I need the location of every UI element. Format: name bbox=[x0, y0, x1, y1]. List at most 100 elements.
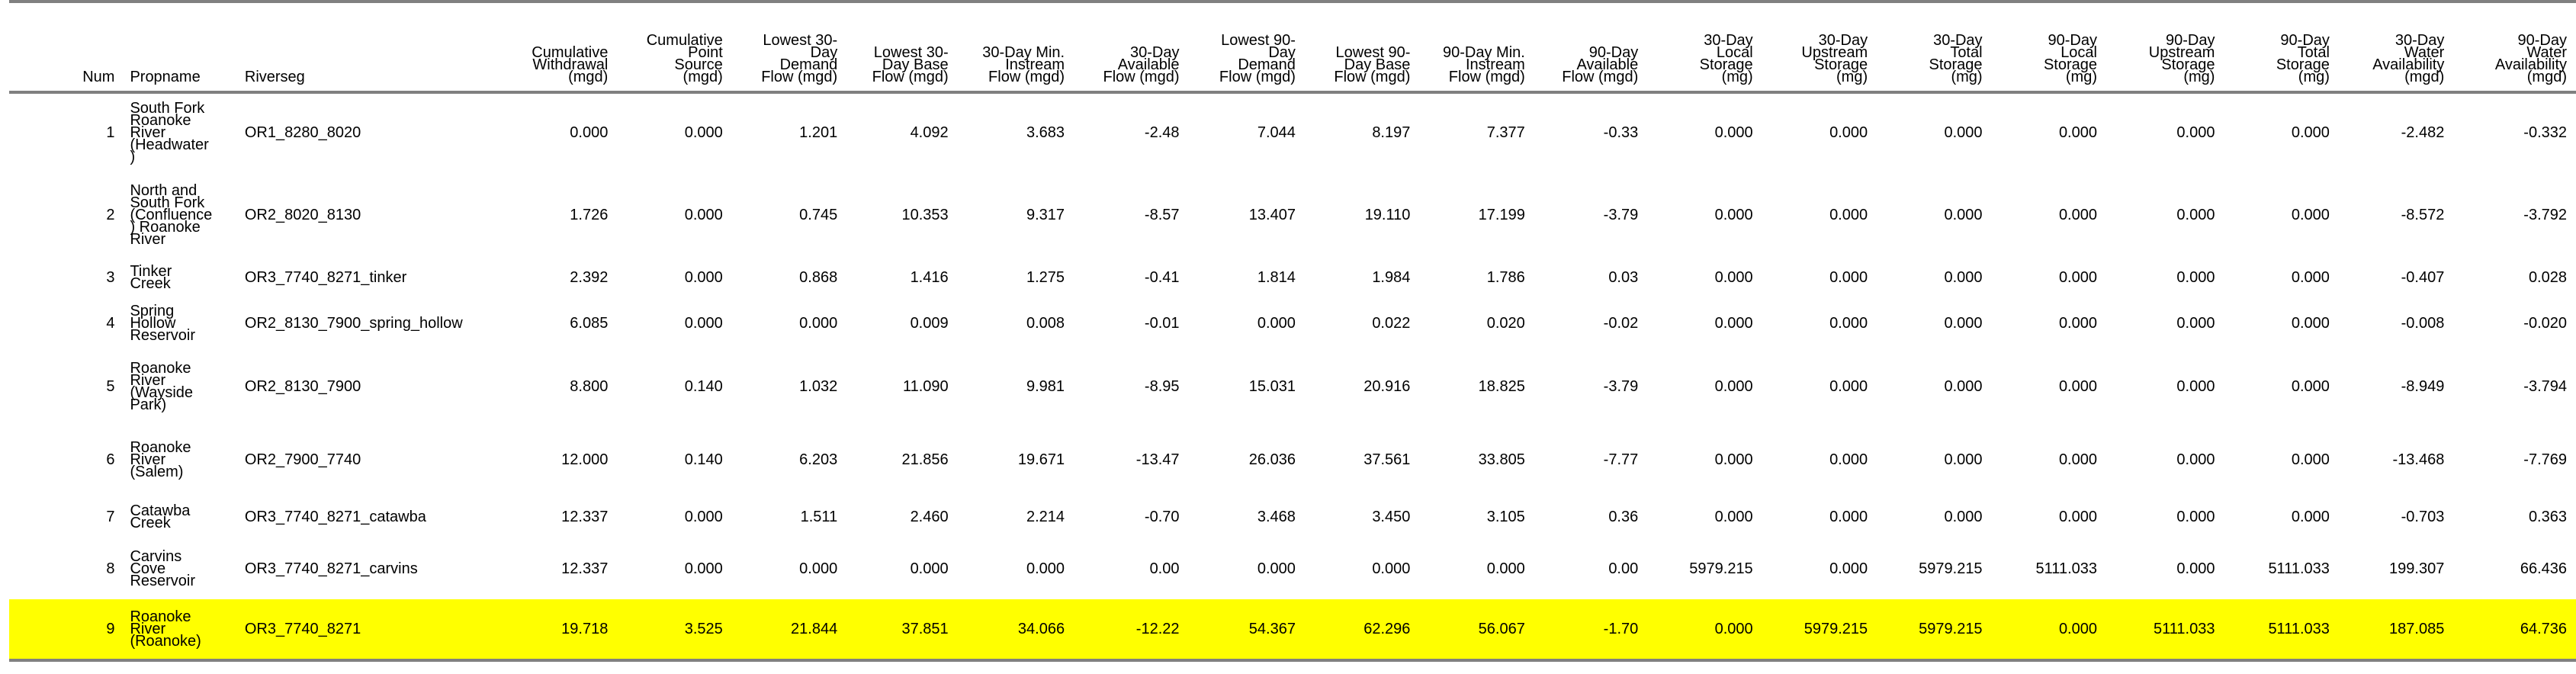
col-header-cumulative-withdrawal: Cumulative Withdrawal (mgd) bbox=[532, 44, 609, 85]
cell-num: 5 bbox=[9, 350, 124, 423]
cell-text: -0.703 bbox=[2401, 509, 2445, 525]
table-cell: 0.000 bbox=[1992, 423, 2106, 496]
cell-text: 10.353 bbox=[901, 207, 949, 223]
cell-text: North and South Fork (Confluence) Roanok… bbox=[130, 182, 213, 248]
cell-text: 0.000 bbox=[684, 269, 723, 286]
table-cell: 7.377 bbox=[1419, 92, 1534, 172]
cell-text: -0.41 bbox=[1144, 269, 1180, 286]
cell-text: 0.000 bbox=[2291, 378, 2330, 395]
cell-text: 2.392 bbox=[570, 269, 609, 286]
table-cell: 3.105 bbox=[1419, 496, 1534, 538]
table-cell: -0.02 bbox=[1534, 297, 1647, 350]
cell-text: 0.000 bbox=[684, 207, 723, 223]
table-cell: 0.000 bbox=[1762, 423, 1877, 496]
cell-text: 3.105 bbox=[1486, 509, 1525, 525]
cell-text: 5111.033 bbox=[2268, 560, 2330, 577]
cell-riverseg: OR2_8020_8130 bbox=[239, 172, 499, 258]
table-cell: 9.317 bbox=[958, 172, 1074, 258]
cell-text: 0.000 bbox=[2291, 124, 2330, 141]
cell-text: 5111.033 bbox=[2035, 560, 2097, 577]
cell-text: 2 bbox=[106, 207, 115, 223]
table-cell: 0.028 bbox=[2453, 258, 2576, 297]
cell-text: 0.000 bbox=[2176, 509, 2215, 525]
table-cell: 56.067 bbox=[1419, 599, 1534, 660]
table-cell: 0.745 bbox=[732, 172, 846, 258]
col-header-cumulative-point-source: Cumulative Point Source (mgd) bbox=[646, 32, 723, 85]
cell-text: 0.000 bbox=[2176, 269, 2215, 286]
cell-text: 0.000 bbox=[684, 509, 723, 525]
cell-text: 199.307 bbox=[2389, 560, 2445, 577]
cell-text: 0.000 bbox=[2176, 560, 2215, 577]
cell-text: 0.000 bbox=[1714, 509, 1753, 525]
cell-text: 0.000 bbox=[2176, 378, 2215, 395]
cell-text: -3.792 bbox=[2523, 207, 2567, 223]
table-cell: -13.468 bbox=[2339, 423, 2453, 496]
col-header-90day-available-flow: 90-Day Available Flow (mgd) bbox=[1562, 44, 1639, 85]
table-cell: 9.981 bbox=[958, 350, 1074, 423]
table-cell: 62.296 bbox=[1304, 599, 1420, 660]
table-cell: 19.718 bbox=[498, 599, 618, 660]
table-cell: 0.000 bbox=[1992, 258, 2106, 297]
col-header-lowest-30day-base-flow: Lowest 30-Day Base Flow (mgd) bbox=[872, 44, 949, 85]
table-cell: -0.70 bbox=[1074, 496, 1188, 538]
cell-text: South Fork Roanoke River (Headwater) bbox=[130, 100, 209, 165]
cell-propname: Carvins Cove Reservoir bbox=[124, 538, 238, 599]
table-cell: 19.110 bbox=[1305, 172, 1419, 258]
table-cell: 0.000 bbox=[2224, 496, 2338, 538]
cell-text: 0.000 bbox=[2176, 124, 2215, 141]
cell-text: 0.000 bbox=[1486, 560, 1525, 577]
table-cell: -2.48 bbox=[1074, 92, 1188, 172]
table-cell: 3.683 bbox=[958, 92, 1074, 172]
table-cell: 15.031 bbox=[1189, 350, 1305, 423]
table-cell: 0.000 bbox=[1762, 92, 1877, 172]
cell-text: 0.868 bbox=[799, 269, 838, 286]
table-cell: 0.000 bbox=[1992, 350, 2106, 423]
cell-text: 2.214 bbox=[1026, 509, 1065, 525]
table-cell: -1.70 bbox=[1534, 599, 1648, 660]
cell-text: 187.085 bbox=[2389, 621, 2445, 637]
table-cell: 0.000 bbox=[2106, 538, 2224, 599]
table-cell: 0.36 bbox=[1534, 496, 1647, 538]
cell-text: -0.01 bbox=[1144, 315, 1180, 332]
table-row: 8 Carvins Cove Reservoir OR3_7740_8271_car… bbox=[9, 538, 2576, 599]
table-cell: 0.020 bbox=[1419, 297, 1534, 350]
table-cell: 0.000 bbox=[617, 258, 731, 297]
cell-text: 0.000 bbox=[1944, 269, 1983, 286]
cell-num: 8 bbox=[9, 538, 124, 599]
table-cell: 0.000 bbox=[499, 92, 617, 172]
cell-text: 1.814 bbox=[1257, 269, 1296, 286]
table-cell: 0.000 bbox=[1762, 538, 1877, 599]
table-cell: -7.769 bbox=[2453, 423, 2576, 496]
table-cell: 0.000 bbox=[1762, 350, 1877, 423]
cell-text: Catawba Creek bbox=[130, 502, 191, 531]
cell-text: -13.47 bbox=[1135, 451, 1180, 468]
cell-text: -8.95 bbox=[1144, 378, 1180, 395]
cell-text: 0.000 bbox=[1257, 560, 1296, 577]
cell-text: 0.000 bbox=[2058, 269, 2097, 286]
table-cell: 0.000 bbox=[1762, 258, 1877, 297]
table-cell: 0.000 bbox=[1189, 297, 1305, 350]
cell-text: -7.769 bbox=[2523, 451, 2567, 468]
cell-propname: Tinker Creek bbox=[124, 258, 238, 297]
cell-text: 5111.033 bbox=[2268, 621, 2330, 637]
table-cell: 6.085 bbox=[499, 297, 617, 350]
table-cell: 0.000 bbox=[617, 538, 731, 599]
table-cell: -3.79 bbox=[1534, 172, 1647, 258]
table-cell: 1.726 bbox=[499, 172, 617, 258]
cell-text: 19.718 bbox=[561, 621, 609, 637]
table-cell: 0.000 bbox=[1877, 496, 1991, 538]
cell-text: 0.000 bbox=[2058, 451, 2097, 468]
cell-text: 0.000 bbox=[684, 315, 723, 332]
cell-text: OR3_7740_8271_catawba bbox=[244, 509, 426, 525]
col-header-90day-local-storage: 90-Day Local Storage (mg) bbox=[2043, 32, 2097, 85]
cell-text: -12.22 bbox=[1135, 621, 1180, 637]
table-cell: 10.353 bbox=[846, 172, 957, 258]
table-cell: 0.000 bbox=[2106, 496, 2224, 538]
table-cell: 0.009 bbox=[846, 297, 957, 350]
table-cell: 0.000 bbox=[2106, 423, 2224, 496]
table-cell: -3.792 bbox=[2453, 172, 2576, 258]
cell-text: 0.000 bbox=[799, 560, 838, 577]
table-cell: -0.332 bbox=[2453, 92, 2576, 172]
cell-text: OR2_8130_7900 bbox=[244, 378, 361, 395]
cell-text: 0.000 bbox=[1829, 124, 1868, 141]
